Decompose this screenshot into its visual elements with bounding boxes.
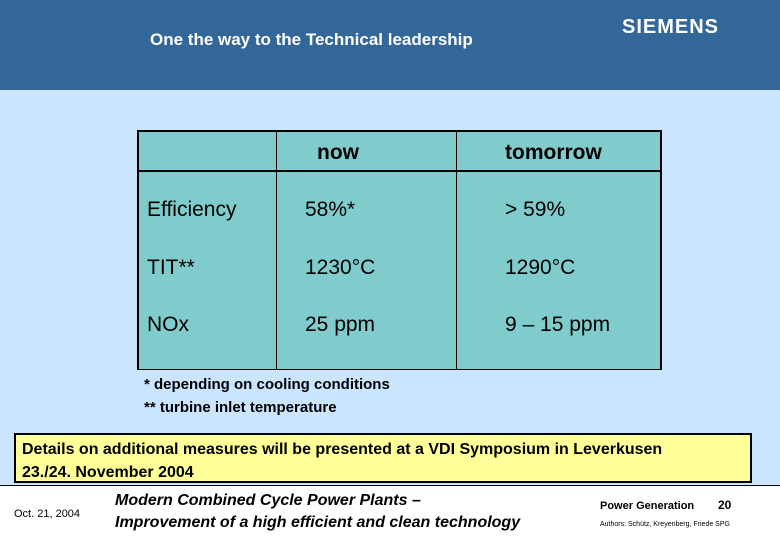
footnote-cooling: * depending on cooling conditions bbox=[144, 376, 390, 393]
cell-tit-tomorrow: 1290°C bbox=[505, 256, 576, 279]
column-header-now: now bbox=[317, 141, 359, 164]
cell-efficiency-tomorrow: > 59% bbox=[505, 198, 566, 221]
details-line-1: Details on additional measures will be p… bbox=[22, 441, 663, 458]
footer-subtitle: Modern Combined Cycle Power Plants – Imp… bbox=[115, 490, 520, 534]
column-header-tomorrow: tomorrow bbox=[505, 141, 602, 164]
details-line-2: 23./24. November 2004 bbox=[22, 464, 194, 481]
details-box: Details on additional measures will be p… bbox=[14, 433, 752, 483]
column-divider bbox=[276, 132, 277, 170]
page-number: 20 bbox=[718, 498, 732, 512]
cell-efficiency-now: 58%* bbox=[305, 198, 356, 221]
header-bar: One the way to the Technical leadership … bbox=[0, 0, 780, 90]
row-label-nox: NOx bbox=[147, 313, 189, 336]
column-divider bbox=[456, 132, 457, 170]
cell-tit-now: 1230°C bbox=[305, 256, 376, 279]
row-label-tit: TIT** bbox=[147, 256, 195, 279]
footnote-tit: ** turbine inlet temperature bbox=[144, 399, 337, 416]
footer-divider bbox=[0, 485, 780, 486]
footer-authors: Authors: Schütz, Kreyenberg, Friede SPG bbox=[600, 521, 730, 528]
footer-date: Oct. 21, 2004 bbox=[14, 508, 81, 520]
column-divider bbox=[276, 172, 277, 370]
footer-division: Power Generation bbox=[600, 500, 695, 512]
table-header: now tomorrow bbox=[137, 130, 662, 172]
comparison-table: Efficiency 58%* > 59% TIT** 1230°C 1290°… bbox=[137, 172, 662, 370]
cell-nox-now: 25 ppm bbox=[305, 313, 376, 336]
siemens-logo: SIEMENS bbox=[622, 16, 720, 38]
subtitle-line-1: Modern Combined Cycle Power Plants – bbox=[115, 492, 421, 509]
slide-title: One the way to the Technical leadership bbox=[150, 30, 473, 49]
row-label-efficiency: Efficiency bbox=[147, 198, 237, 221]
cell-nox-tomorrow: 9 – 15 ppm bbox=[505, 313, 611, 336]
subtitle-line-2: Improvement of a high efficient and clea… bbox=[115, 514, 521, 531]
column-divider bbox=[456, 172, 457, 370]
